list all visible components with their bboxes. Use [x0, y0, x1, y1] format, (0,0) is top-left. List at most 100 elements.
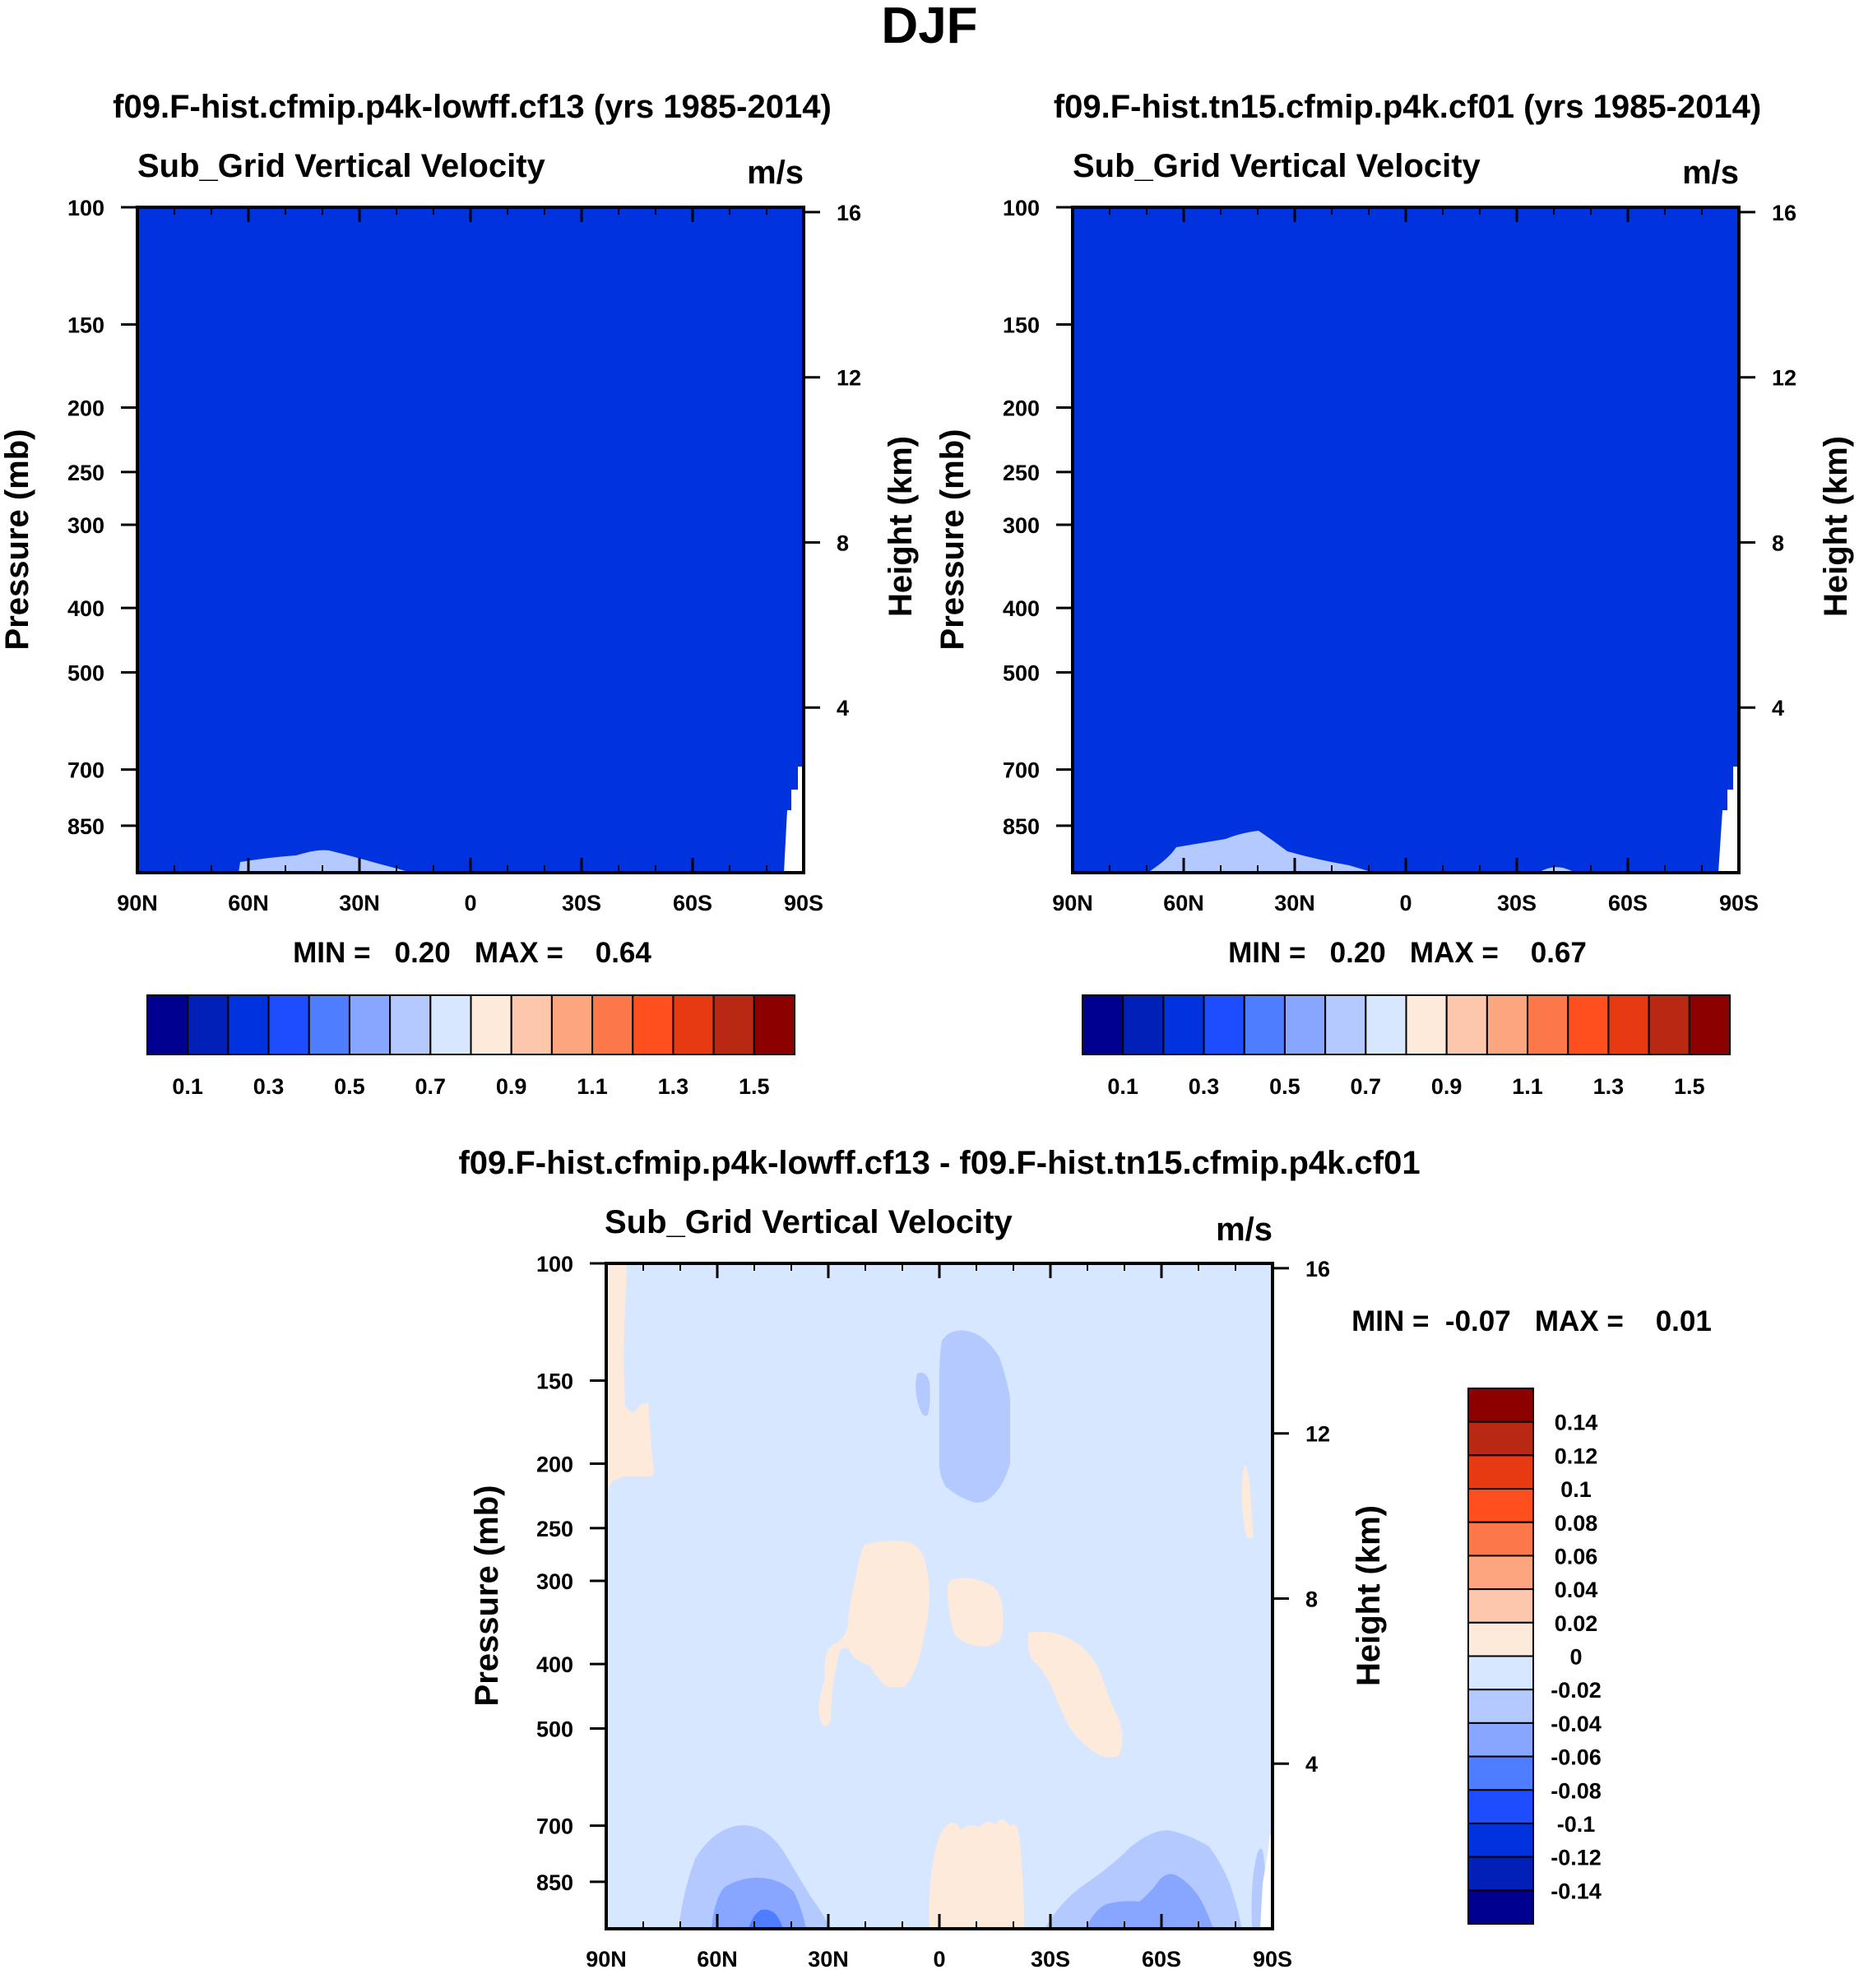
- panel-b-ytick-label: 300: [1003, 513, 1040, 538]
- panel-b-colorbar-label: 1.5: [1674, 1074, 1705, 1099]
- panel-a-xtick-label: 0: [464, 891, 476, 915]
- panel-c-ytick-label: 100: [536, 1252, 573, 1277]
- panel-a-ytick-label: 500: [67, 660, 104, 685]
- panel-c-colorbar-box: [1467, 1388, 1534, 1423]
- panel-c-ytick-label: 500: [536, 1717, 573, 1741]
- panel-a-colorbar: 0.1 0.3 0.5 0.7 0.9 1.1 1.3 1.5: [146, 994, 795, 1099]
- panel-a-xtick-label: 90N: [117, 891, 158, 915]
- panel-b-ytick-right-label: 12: [1772, 366, 1796, 391]
- panel-b-colorbar-box: [1607, 994, 1650, 1055]
- panel-b-xtick-label: 90S: [1719, 891, 1759, 915]
- panel-c-units: m/s: [1216, 1212, 1273, 1248]
- panel-c-positive-region-5: [1241, 1466, 1254, 1538]
- panel-c-ytick-label: 850: [536, 1870, 573, 1895]
- panel-b-colorbar-box: [1405, 994, 1448, 1055]
- panel-b-colorbar-box: [1122, 994, 1165, 1055]
- panel-b-units: m/s: [1682, 155, 1739, 191]
- panel-c-colorbar-label: -0.04: [1551, 1712, 1602, 1736]
- panel-c-colorbar-label: -0.08: [1551, 1778, 1602, 1803]
- panel-c-xtick-label: 90S: [1253, 1947, 1292, 1972]
- panel-a-colorbar-label: 1.5: [739, 1074, 770, 1099]
- panel-a-ylabel: Pressure (mb): [0, 429, 35, 651]
- panel-c-colorbar-box: [1467, 1789, 1534, 1824]
- panel-a-minmax: MIN = 0.20 MAX = 0.64: [293, 937, 651, 969]
- panel-c-axes: 90N 60N 30N 0 30S 60S 90S 100 150 200 250 300 400 500…: [536, 1252, 1330, 1972]
- panel-a-colorbar-box: [632, 994, 675, 1055]
- panel-a-colorbar-box: [753, 994, 795, 1055]
- panel-c-title: f09.F-hist.cfmip.p4k-lowff.cf13 - f09.F-…: [458, 1145, 1420, 1181]
- panel-c-colorbar-box: [1467, 1689, 1534, 1724]
- panel-a-colorbar-box: [267, 994, 310, 1055]
- panel-c-negative-region-1: [939, 1330, 1010, 1503]
- panel-a-xtick-label: 90S: [784, 891, 823, 915]
- panel-c-colorbar-box: [1467, 1454, 1534, 1490]
- panel-b-xtick-label: 60S: [1608, 891, 1648, 915]
- panel-a-colorbar-box: [429, 994, 472, 1055]
- panel-c-plot: [606, 1263, 1273, 1929]
- panel-b-xtick-label: 90N: [1052, 891, 1093, 915]
- panel-a-ytick-label: 700: [67, 758, 104, 783]
- panel-b-colorbar-box: [1203, 994, 1245, 1055]
- panel-c-colorbar-box: [1467, 1722, 1534, 1758]
- panel-b-subtitle: Sub_Grid Vertical Velocity: [1073, 148, 1481, 184]
- panel-c-ytick-label: 250: [536, 1517, 573, 1541]
- panel-b-plot: [1073, 207, 1739, 873]
- panel-c-subtitle: Sub_Grid Vertical Velocity: [605, 1204, 1013, 1240]
- panel-b-ytick-right-label: 16: [1772, 201, 1796, 225]
- panel-b-colorbar-label: 0.5: [1269, 1074, 1300, 1099]
- panel-c-negative-core-2: [1086, 1874, 1213, 1929]
- panel-b-field-background: [1073, 207, 1739, 873]
- panel-b-ytick-label: 700: [1003, 758, 1040, 783]
- panel-c-minmax: MIN = -0.07 MAX = 0.01: [1351, 1305, 1712, 1337]
- panel-a-colorbar-label: 0.7: [415, 1074, 447, 1099]
- panel-c-negative-core-3: [749, 1909, 783, 1929]
- panel-a-xtick-label: 60S: [673, 891, 712, 915]
- panel-c-negative-region-2: [916, 1372, 930, 1416]
- panel-a-colorbar-box: [672, 994, 715, 1055]
- panel-c-xtick-label: 0: [933, 1947, 945, 1972]
- panel-a-colorbar-label: 0.5: [334, 1074, 365, 1099]
- panel-a-ylabel-right: Height (km): [883, 436, 919, 617]
- panel-b-xtick-label: 0: [1399, 891, 1412, 915]
- panel-b-colorbar: 0.1 0.3 0.5 0.7 0.9 1.1 1.3 1.5: [1082, 994, 1731, 1099]
- panel-a-ytick-label: 200: [67, 396, 104, 421]
- panel-a-units: m/s: [747, 155, 804, 191]
- panel-c-colorbar-label: -0.14: [1551, 1879, 1602, 1903]
- panel-c-xtick-label: 90N: [586, 1947, 627, 1972]
- panel-c-colorbar: 0.14 0.12 0.1 0.08 0.06 0.04 0.02 0 -0.02 -0.04 -0…: [1467, 1388, 1602, 1925]
- panel-b-ylabel-right: Height (km): [1818, 436, 1854, 617]
- panel-c-colorbar-box: [1467, 1889, 1534, 1925]
- panel-b: f09.F-hist.tn15.cfmip.p4k.cf01 (yrs 1985…: [934, 89, 1854, 1099]
- panel-a-subtitle: Sub_Grid Vertical Velocity: [137, 148, 546, 184]
- panel-b-colorbar-box: [1365, 994, 1407, 1055]
- panel-c-colorbar-label: -0.12: [1551, 1846, 1602, 1870]
- panel-b-ytick-label: 200: [1003, 396, 1040, 421]
- panel-c-ytick-right-label: 4: [1305, 1752, 1318, 1777]
- panel-b-colorbar-box: [1082, 994, 1124, 1055]
- panel-c-colorbar-label: 0.14: [1555, 1411, 1598, 1435]
- panel-a-xtick-label: 60N: [228, 891, 269, 915]
- panel-a-plot: [137, 207, 804, 873]
- panel-a-colorbar-label: 0.9: [496, 1074, 527, 1099]
- panel-b-xtick-label: 30S: [1497, 891, 1537, 915]
- panel-a-xtick-label: 30N: [339, 891, 380, 915]
- panel-a-axes: 90N 60N 30N 0 30S 60S 90S 100 150 200 250 300 400 500…: [67, 196, 861, 915]
- panel-a-colorbar-box: [187, 994, 229, 1055]
- panel-b-ytick-right-label: 4: [1772, 696, 1784, 721]
- panel-c-positive-region-4: [1028, 1631, 1123, 1758]
- panel-a-field-background: [137, 207, 804, 873]
- panel-c-colorbar-label: -0.06: [1551, 1745, 1602, 1770]
- panel-c-colorbar-label: 0.02: [1555, 1611, 1598, 1636]
- panel-b-ytick-right-label: 8: [1772, 531, 1784, 555]
- panel-c-colorbar-label: 0: [1569, 1645, 1582, 1670]
- panel-c-positive-region-1: [606, 1263, 654, 1493]
- panel-a-colorbar-box: [550, 994, 594, 1055]
- panel-a-ytick-label: 100: [67, 196, 104, 220]
- panel-c-positive-region-2: [818, 1541, 930, 1726]
- panel-c-colorbar-label: 0.12: [1555, 1444, 1598, 1468]
- panel-b-colorbar-label: 1.1: [1512, 1074, 1543, 1099]
- panel-c-ytick-right-label: 16: [1305, 1257, 1330, 1281]
- panel-b-missing-region: [1718, 767, 1739, 873]
- panel-c-field-background: [606, 1263, 1273, 1929]
- panel-c: f09.F-hist.cfmip.p4k-lowff.cf13 - f09.F-…: [458, 1145, 1711, 1972]
